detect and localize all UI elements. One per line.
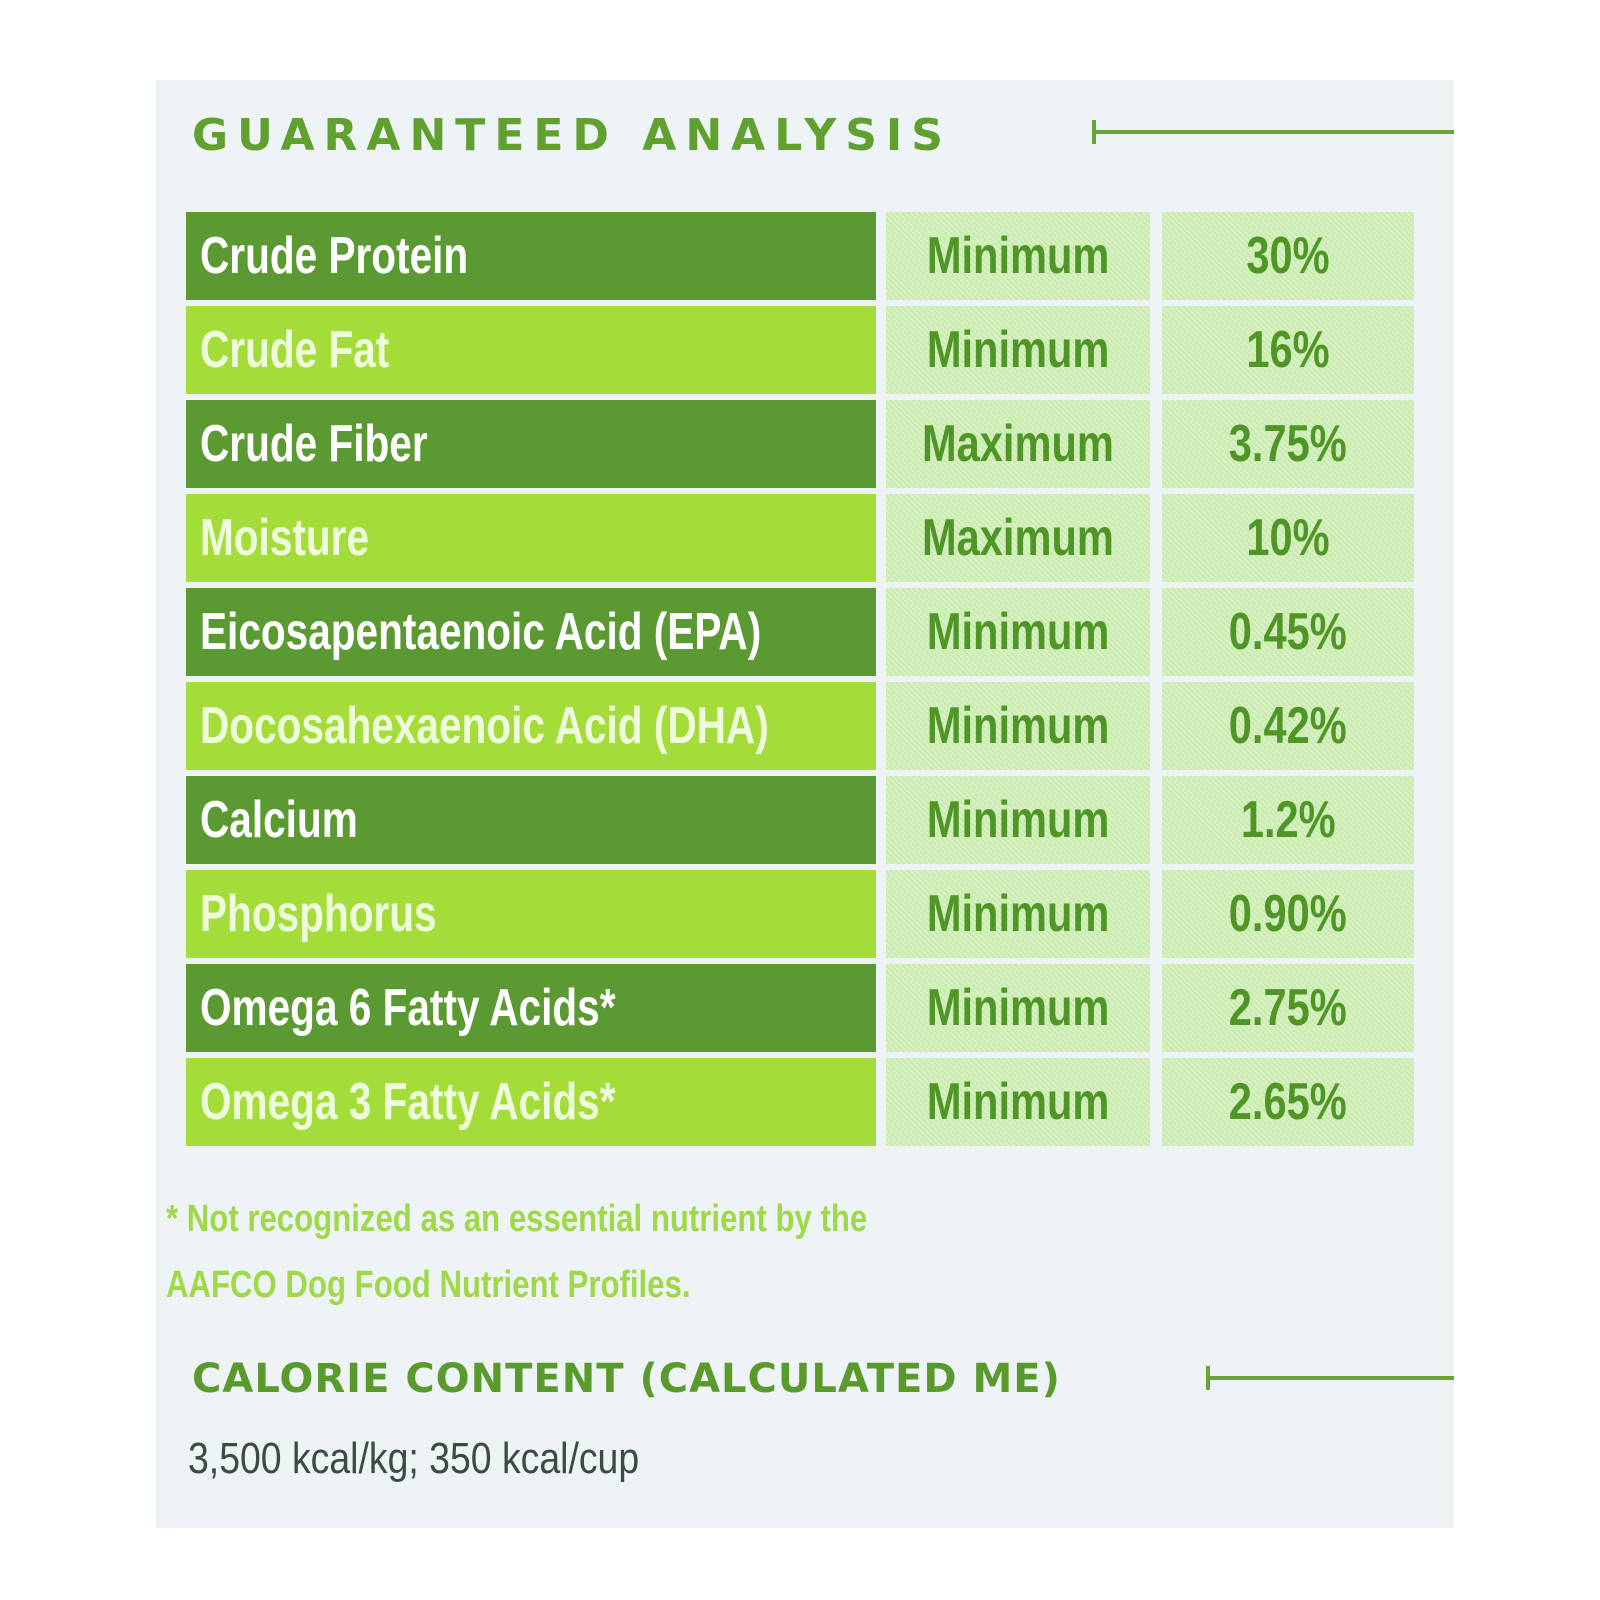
guaranteed-analysis-heading: GUARANTEED ANALYSIS xyxy=(192,110,952,161)
nutrient-value: 30% xyxy=(1246,227,1330,285)
nutrient-type: Minimum xyxy=(926,979,1110,1037)
nutrient-type: Minimum xyxy=(926,1073,1110,1131)
nutrient-name: Eicosapentaenoic Acid (EPA) xyxy=(200,603,762,661)
table-row: Omega 6 Fatty Acids* Minimum 2.75% xyxy=(186,962,1414,1056)
calorie-value: 3,500 kcal/kg; 350 kcal/cup xyxy=(188,1434,719,1484)
table-row: Crude Fat Minimum 16% xyxy=(186,304,1414,398)
analysis-table: Crude Protein Minimum 30% Crude Fat Mini… xyxy=(186,210,1414,1150)
nutrient-name: Moisture xyxy=(200,509,370,567)
nutrient-value: 16% xyxy=(1246,321,1330,379)
calorie-value-text: 3,500 kcal/kg; 350 kcal/cup xyxy=(188,1434,640,1483)
footnote: * Not recognized as an essential nutrien… xyxy=(166,1186,1066,1318)
table-row: Moisture Maximum 10% xyxy=(186,492,1414,586)
nutrient-value: 0.90% xyxy=(1229,885,1347,943)
heading-rule xyxy=(1092,120,1454,144)
heading-rule xyxy=(1206,1366,1454,1390)
nutrient-type: Maximum xyxy=(922,415,1114,473)
nutrient-type: Minimum xyxy=(926,321,1110,379)
table-row: Phosphorus Minimum 0.90% xyxy=(186,868,1414,962)
nutrient-type: Minimum xyxy=(926,885,1110,943)
table-row: Crude Fiber Maximum 3.75% xyxy=(186,398,1414,492)
nutrient-name: Crude Protein xyxy=(200,227,469,285)
nutrient-type: Maximum xyxy=(922,509,1114,567)
table-row: Calcium Minimum 1.2% xyxy=(186,774,1414,868)
footnote-line: * Not recognized as an essential nutrien… xyxy=(166,1198,868,1240)
nutrient-value: 2.75% xyxy=(1229,979,1347,1037)
nutrient-name: Crude Fiber xyxy=(200,415,428,473)
nutrient-name: Phosphorus xyxy=(200,885,437,943)
nutrient-value: 0.42% xyxy=(1229,697,1347,755)
table-row: Omega 3 Fatty Acids* Minimum 2.65% xyxy=(186,1056,1414,1150)
nutrient-value: 1.2% xyxy=(1240,791,1336,849)
nutrient-name: Crude Fat xyxy=(200,321,390,379)
nutrient-name: Omega 3 Fatty Acids* xyxy=(200,1073,616,1131)
nutrient-type: Minimum xyxy=(926,603,1110,661)
nutrient-type: Minimum xyxy=(926,791,1110,849)
calorie-content-heading: CALORIE CONTENT (CALCULATED ME) xyxy=(192,1356,1061,1402)
nutrient-name: Calcium xyxy=(200,791,358,849)
table-row: Eicosapentaenoic Acid (EPA) Minimum 0.45… xyxy=(186,586,1414,680)
nutrition-label-panel: GUARANTEED ANALYSIS Crude Protein Minimu… xyxy=(156,80,1454,1528)
table-row: Crude Protein Minimum 30% xyxy=(186,210,1414,304)
nutrient-type: Minimum xyxy=(926,227,1110,285)
nutrient-name: Omega 6 Fatty Acids* xyxy=(200,979,616,1037)
nutrient-value: 2.65% xyxy=(1229,1073,1347,1131)
nutrient-value: 0.45% xyxy=(1229,603,1347,661)
nutrient-value: 3.75% xyxy=(1229,415,1347,473)
nutrient-value: 10% xyxy=(1246,509,1330,567)
footnote-line: AAFCO Dog Food Nutrient Profiles. xyxy=(166,1264,691,1306)
table-row: Docosahexaenoic Acid (DHA) Minimum 0.42% xyxy=(186,680,1414,774)
nutrient-type: Minimum xyxy=(926,697,1110,755)
nutrient-name: Docosahexaenoic Acid (DHA) xyxy=(200,697,769,755)
